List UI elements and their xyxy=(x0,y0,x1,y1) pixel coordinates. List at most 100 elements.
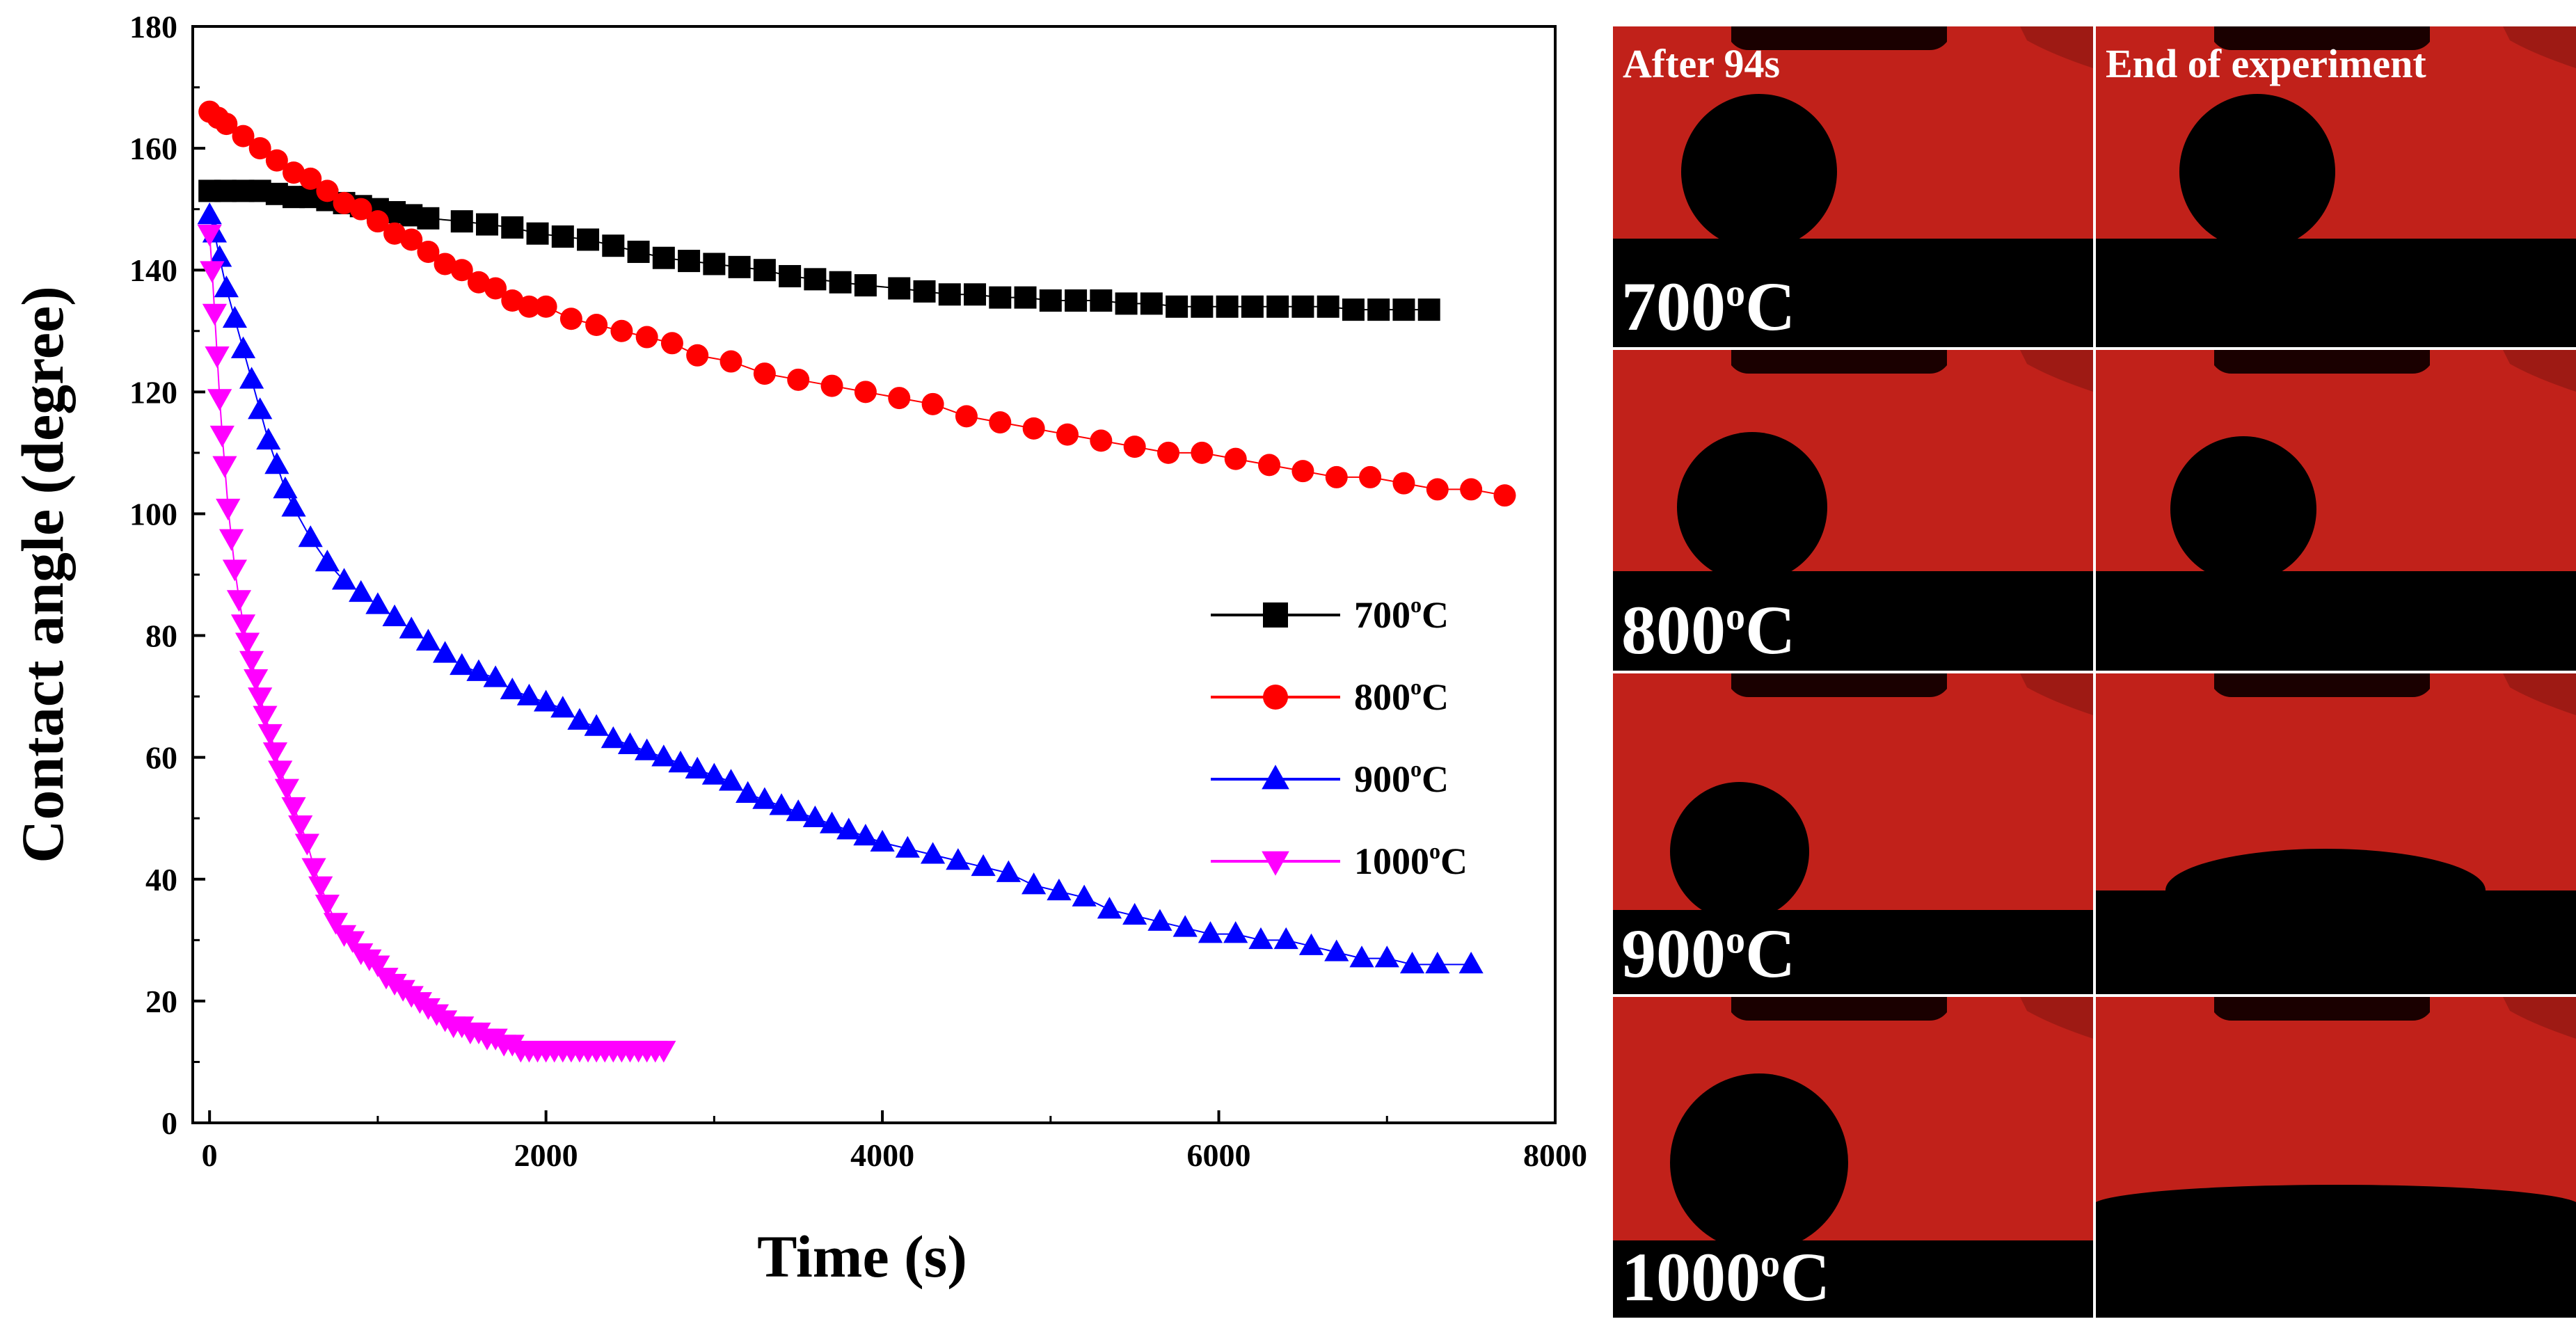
data-point xyxy=(1021,872,1047,895)
data-point xyxy=(585,314,608,337)
data-point xyxy=(854,381,877,404)
holder-shape xyxy=(1731,26,1947,50)
data-point xyxy=(298,525,323,548)
holder-edge xyxy=(2503,26,2576,68)
data-point xyxy=(1258,454,1281,477)
legend-value: 700 xyxy=(1354,594,1410,636)
legend-marker xyxy=(1263,602,1288,628)
y-axis-title: Contact angle (degree) xyxy=(9,286,76,863)
holder-shape xyxy=(1731,673,1947,697)
data-point xyxy=(264,452,289,474)
data-point xyxy=(399,616,424,639)
degree-sup: o xyxy=(1726,918,1745,962)
data-point xyxy=(685,756,710,778)
data-point xyxy=(214,275,239,298)
data-point xyxy=(913,280,936,303)
droplet-image xyxy=(2096,997,2576,1318)
data-point xyxy=(226,590,252,612)
legend-item-900: 900oC xyxy=(1211,756,1449,800)
droplet-photo-900-end xyxy=(2096,673,2576,994)
data-point xyxy=(417,240,440,263)
series-line xyxy=(209,233,664,1051)
data-point xyxy=(779,264,802,287)
data-point xyxy=(215,113,238,136)
data-point xyxy=(870,829,895,852)
droplet-flattened xyxy=(2165,849,2486,932)
degree-sup: o xyxy=(1760,1242,1780,1286)
data-point xyxy=(921,842,946,864)
data-point xyxy=(207,389,232,411)
legend-unit: C xyxy=(1422,676,1449,718)
data-point xyxy=(1166,295,1188,318)
droplet xyxy=(1670,1073,1848,1252)
temp-unit: C xyxy=(1780,1238,1831,1316)
data-point xyxy=(753,259,776,282)
data-point xyxy=(1157,441,1180,464)
droplet-image xyxy=(2096,26,2576,347)
holder-edge xyxy=(2503,350,2576,392)
data-point xyxy=(200,261,225,283)
temp-value: 900 xyxy=(1621,915,1726,992)
data-point xyxy=(222,559,248,582)
data-point xyxy=(501,289,524,312)
holder-edge xyxy=(2020,997,2093,1039)
data-point xyxy=(651,744,676,767)
holder-shape xyxy=(2214,26,2430,50)
data-point xyxy=(301,858,326,880)
data-point xyxy=(728,255,751,278)
data-point xyxy=(476,213,499,236)
temp-value: 700 xyxy=(1621,268,1726,345)
data-point xyxy=(1241,295,1264,318)
data-point xyxy=(253,705,278,728)
substrate xyxy=(1613,1240,2093,1318)
data-point xyxy=(234,632,260,655)
series-700 xyxy=(198,179,1440,321)
data-point xyxy=(804,268,827,291)
temp-value: 800 xyxy=(1621,591,1726,669)
data-point xyxy=(1039,289,1062,312)
data-point xyxy=(281,495,306,517)
data-point xyxy=(294,833,319,856)
holder-edge xyxy=(2020,673,2093,715)
data-point xyxy=(1248,927,1273,950)
legend-label: 800oC xyxy=(1354,674,1449,718)
data-point xyxy=(701,762,726,785)
data-point xyxy=(230,614,256,637)
data-point xyxy=(550,696,575,718)
legend-degree-sup: o xyxy=(1410,674,1422,699)
data-point xyxy=(1065,289,1088,312)
data-point xyxy=(230,336,256,358)
data-point xyxy=(1223,921,1248,943)
data-point xyxy=(938,283,961,306)
substrate xyxy=(1613,910,2093,994)
data-point xyxy=(239,650,264,673)
data-point xyxy=(1172,915,1198,937)
y-tick-label: 140 xyxy=(129,253,177,288)
droplet-photo-1000-after-94s: 1000oC xyxy=(1613,997,2093,1318)
data-point xyxy=(719,350,742,373)
data-point xyxy=(627,240,650,263)
legend-value: 900 xyxy=(1354,758,1410,800)
legend-unit: C xyxy=(1422,758,1449,800)
data-point xyxy=(1392,472,1415,495)
legend-unit: C xyxy=(1440,840,1468,882)
data-point xyxy=(989,411,1012,434)
holder-edge xyxy=(2020,26,2093,68)
header-end-of-experiment: End of experiment xyxy=(2106,41,2426,86)
series-900 xyxy=(197,202,1484,974)
data-point xyxy=(820,374,843,397)
data-point xyxy=(534,689,559,712)
data-point xyxy=(853,824,878,846)
data-point xyxy=(417,207,440,230)
data-point xyxy=(283,161,305,184)
substrate xyxy=(2096,571,2576,671)
data-point xyxy=(1342,298,1365,321)
y-tick-label: 20 xyxy=(145,984,177,1019)
data-point xyxy=(331,568,357,590)
data-point xyxy=(1374,945,1399,968)
legend-item-700: 700oC xyxy=(1211,592,1449,636)
data-point xyxy=(819,811,845,833)
y-tick-label: 40 xyxy=(145,862,177,897)
data-point xyxy=(333,191,356,214)
